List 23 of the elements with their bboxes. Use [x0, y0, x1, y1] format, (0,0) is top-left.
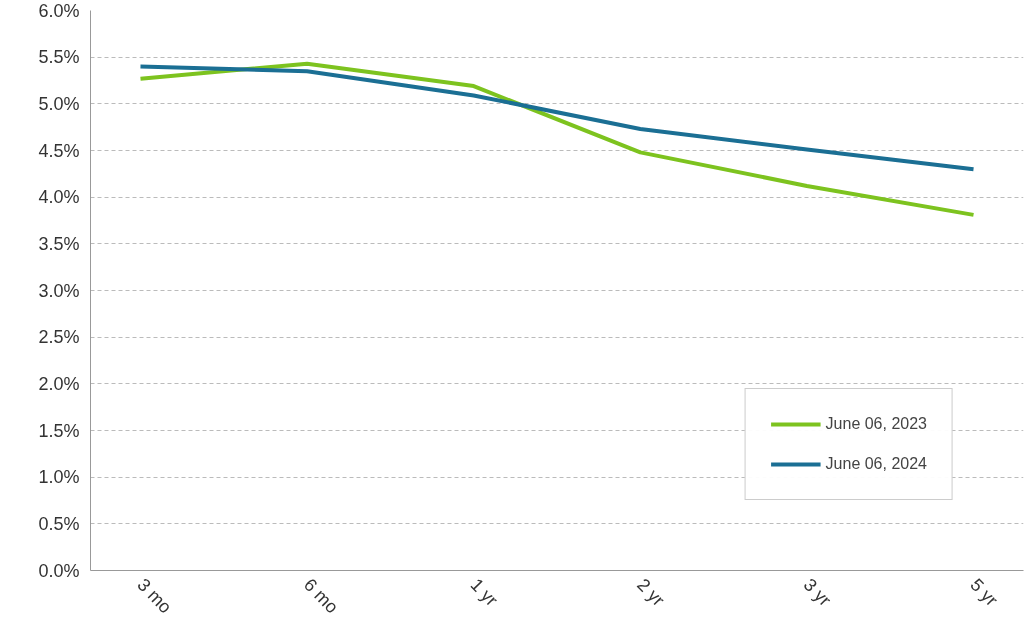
y-tick-label: 3.5%: [38, 233, 80, 254]
y-tick-label: 5.0%: [38, 93, 80, 114]
legend-label: June 06, 2023: [825, 415, 927, 433]
x-tick-label: 3 mo: [133, 574, 176, 618]
y-tick-label: 4.0%: [38, 187, 80, 208]
y-tick-label: 4.5%: [38, 140, 80, 161]
legend-label: June 06, 2024: [825, 455, 927, 473]
x-tick-label: 5 yr: [966, 574, 1002, 610]
x-tick-label: 3 yr: [799, 574, 835, 610]
y-tick-label: 2.0%: [38, 373, 80, 394]
y-tick-label: 0.5%: [38, 513, 80, 534]
y-tick-label: 1.5%: [38, 420, 80, 441]
x-tick-label: 6 mo: [299, 574, 343, 618]
y-tick-label: 0.0%: [38, 560, 80, 581]
y-tick-label: 5.5%: [38, 47, 80, 68]
x-tick-label: 2 yr: [633, 574, 669, 610]
y-tick-label: 3.0%: [38, 280, 80, 301]
line-series: [138, 64, 976, 172]
x-tick-label: 1 yr: [466, 574, 502, 610]
y-tick-label: 6.0%: [38, 0, 80, 21]
line-series: [138, 61, 976, 217]
y-tick-label: 1.0%: [38, 467, 80, 488]
y-tick-label: 2.5%: [38, 327, 80, 348]
